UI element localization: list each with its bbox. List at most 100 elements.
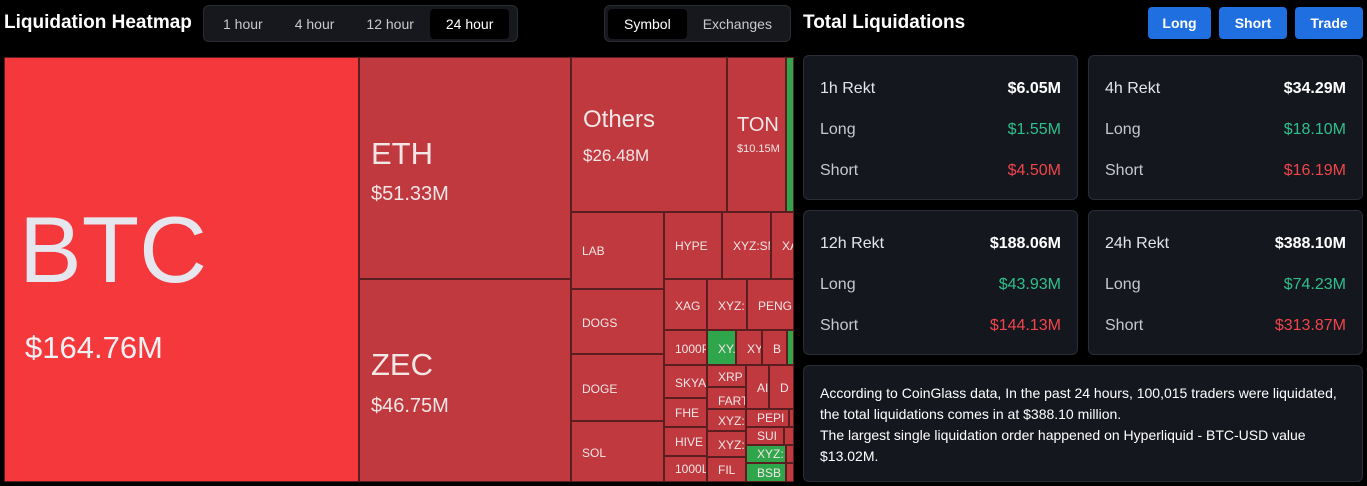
- cell-symbol: XY.: [747, 342, 762, 356]
- tab-symbol[interactable]: Symbol: [608, 9, 687, 39]
- treemap-cell-tiny-red-4[interactable]: [786, 463, 794, 482]
- heatmap-title: Liquidation Heatmap: [4, 12, 192, 33]
- treemap-cell-pepi[interactable]: PEPI: [746, 409, 789, 427]
- cell-symbol: BSB: [757, 466, 782, 480]
- treemap-cell-lab[interactable]: LAB: [571, 212, 664, 289]
- treemap-cell-1000p[interactable]: 1000P: [664, 330, 707, 365]
- stat-total: $34.29M: [1283, 80, 1346, 97]
- cell-symbol: DOGE: [582, 382, 618, 396]
- cell-symbol: PENG: [758, 299, 793, 313]
- stat-card-12h: 12h Rekt $188.06M Long $43.93M Short $144.1…: [803, 210, 1078, 355]
- cell-value: $46.75M: [371, 395, 449, 417]
- cell-symbol: XA: [782, 239, 793, 253]
- treemap-cell-tiny-green[interactable]: [787, 330, 794, 365]
- treemap-cell-xy-green[interactable]: XY.: [707, 330, 736, 365]
- cell-symbol: PEPI: [757, 411, 785, 425]
- tab-12-hour[interactable]: 12 hour: [366, 16, 414, 32]
- cell-symbol: HYPE: [675, 239, 708, 253]
- short-value: $4.50M: [1007, 162, 1061, 179]
- stat-title: 12h Rekt: [820, 235, 885, 252]
- short-value: $313.87M: [1274, 317, 1346, 334]
- treemap-cell-doge[interactable]: DOGE: [571, 354, 664, 421]
- summary-line-2: The largest single liquidation order hap…: [820, 427, 1306, 464]
- treemap-cell-hive[interactable]: HIVE: [664, 427, 707, 456]
- stat-title: 1h Rekt: [820, 80, 876, 97]
- cell-symbol: XYZ:: [718, 299, 745, 313]
- trade-button[interactable]: Trade: [1295, 7, 1363, 39]
- short-button[interactable]: Short: [1219, 7, 1287, 39]
- tab-1-hour[interactable]: 1 hour: [223, 16, 263, 32]
- stat-total: $188.06M: [989, 235, 1061, 252]
- treemap-cell-xy-red[interactable]: XY.: [736, 330, 762, 365]
- treemap-cell-xyzs[interactable]: XYZ:S: [707, 409, 746, 431]
- short-value: $16.19M: [1283, 162, 1346, 179]
- treemap-cell-sol[interactable]: SOL: [571, 421, 664, 482]
- short-label: Short: [820, 317, 859, 334]
- cell-symbol: XYZ:S: [718, 414, 745, 428]
- cell-symbol: AI: [757, 381, 769, 395]
- treemap-cell-xyz-1[interactable]: XYZ:: [707, 279, 747, 330]
- treemap-cell-bsb[interactable]: BSB: [746, 463, 786, 482]
- cell-symbol: FART: [718, 394, 746, 408]
- treemap-cell-xrp[interactable]: XRP: [707, 365, 746, 387]
- cell-symbol: B: [773, 342, 782, 356]
- treemap-cell-skyai[interactable]: SKYAI: [664, 365, 707, 398]
- timeframe-selector: 1 hour 4 hour 12 hour 24 hour: [203, 5, 518, 42]
- short-label: Short: [820, 162, 859, 179]
- long-button[interactable]: Long: [1148, 7, 1211, 39]
- cell-value: $164.76M: [25, 330, 163, 365]
- treemap-cell-ton[interactable]: TON $10.15M: [727, 57, 786, 212]
- cell-symbol: FHE: [675, 406, 699, 420]
- treemap-cell-hype[interactable]: HYPE: [664, 212, 722, 279]
- cell-symbol: SUI: [757, 429, 778, 443]
- treemap-cell-sui[interactable]: SUI: [746, 427, 784, 445]
- treemap-cell-tiny-red[interactable]: [789, 409, 794, 427]
- treemap-cell-d[interactable]: D: [769, 365, 794, 409]
- treemap-cell-zec[interactable]: ZEC $46.75M: [359, 279, 571, 482]
- treemap-cell-ai[interactable]: AI: [746, 365, 769, 409]
- treemap-cell-1000l[interactable]: 1000L: [664, 456, 707, 482]
- stat-card-1h: 1h Rekt $6.05M Long $1.55M Short $4.50M: [803, 55, 1078, 200]
- treemap-cell-green-strip[interactable]: [786, 57, 794, 212]
- treemap-cell-fart[interactable]: FART: [707, 387, 746, 409]
- stat-card-4h: 4h Rekt $34.29M Long $18.10M Short $16.19M: [1088, 55, 1363, 200]
- cell-symbol: XY.: [718, 342, 736, 356]
- cell-symbol: Others: [583, 106, 656, 133]
- tab-24-hour[interactable]: 24 hour: [429, 9, 510, 39]
- treemap-cell-xyzsn[interactable]: XYZ:SN: [722, 212, 771, 279]
- tab-4-hour[interactable]: 4 hour: [294, 16, 335, 32]
- treemap-cell-others[interactable]: Others $26.48M: [571, 57, 727, 212]
- treemap-cell-eth[interactable]: ETH $51.33M: [359, 57, 571, 279]
- treemap-cell-dogs[interactable]: DOGS: [571, 289, 664, 354]
- treemap-cell-tiny-red-3[interactable]: [786, 445, 794, 463]
- cell-symbol: LAB: [582, 244, 605, 258]
- treemap-cell-fhe[interactable]: FHE: [664, 398, 707, 427]
- stat-card-24h: 24h Rekt $388.10M Long $74.23M Short $313.8…: [1088, 210, 1363, 355]
- treemap-cell-xyz-2[interactable]: XYZ:: [707, 431, 746, 457]
- treemap-cell-fil[interactable]: FIL: [707, 457, 746, 482]
- treemap-cell-b[interactable]: B: [762, 330, 787, 365]
- view-selector: Symbol Exchanges: [604, 5, 791, 42]
- cell-symbol: FIL: [718, 463, 736, 477]
- long-label: Long: [1105, 121, 1141, 138]
- tab-exchanges[interactable]: Exchanges: [702, 16, 772, 32]
- cell-symbol: XYZ:: [718, 438, 745, 452]
- treemap-cell-xag[interactable]: XAG: [664, 279, 707, 330]
- short-value: $144.13M: [989, 317, 1061, 334]
- treemap-cell-xyz-green[interactable]: XYZ:: [746, 445, 786, 463]
- long-label: Long: [820, 276, 856, 293]
- treemap-cell-btc[interactable]: BTC $164.76M: [4, 57, 359, 482]
- treemap-cell-peng[interactable]: PENG: [747, 279, 794, 330]
- total-liquidations-title: Total Liquidations: [803, 12, 966, 33]
- cell-value: $51.33M: [371, 183, 449, 205]
- summary-line-1: According to CoinGlass data, In the past…: [820, 385, 1337, 422]
- cell-symbol: SKYAI: [675, 376, 707, 390]
- cell-symbol: TON: [737, 114, 779, 136]
- treemap-cell-tiny-red-2[interactable]: [784, 427, 794, 445]
- treemap-cell-xa[interactable]: XA: [771, 212, 794, 279]
- cell-symbol: 1000L: [675, 462, 707, 476]
- cell-symbol: XYZ:SN: [733, 239, 770, 253]
- cell-symbol: XYZ:: [757, 447, 784, 461]
- cell-symbol: 1000P: [675, 342, 707, 356]
- cell-symbol: HIVE: [675, 435, 704, 449]
